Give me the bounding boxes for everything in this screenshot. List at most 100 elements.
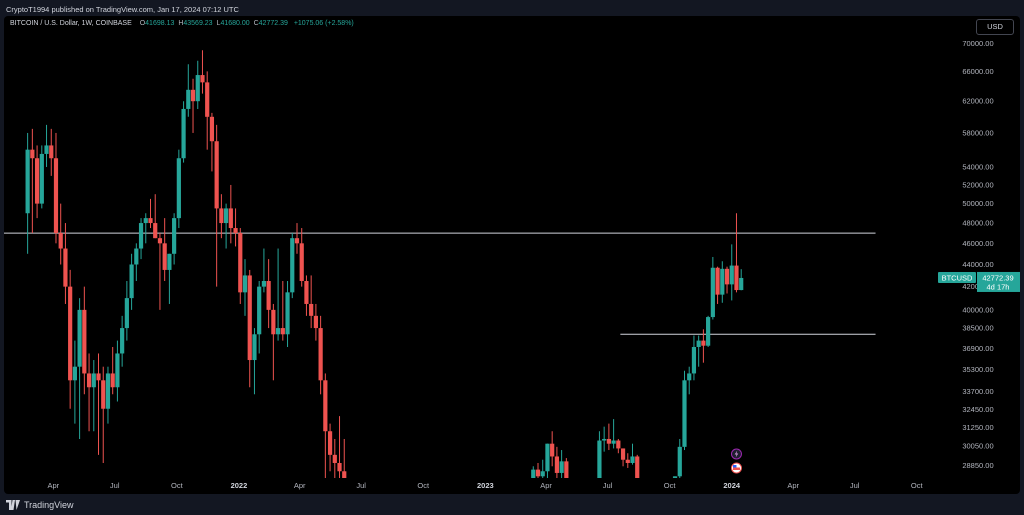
candle-body <box>110 373 115 388</box>
candle-body <box>25 149 30 214</box>
candle-body <box>616 440 621 449</box>
x-tick-label: Jul <box>110 481 120 490</box>
candle-body <box>739 277 744 291</box>
candle-body <box>219 208 224 224</box>
candle-body <box>176 158 181 219</box>
event-markers <box>730 448 742 474</box>
candle-body <box>280 328 285 335</box>
candle-body <box>138 223 144 249</box>
candle-body <box>205 82 210 117</box>
candle-body <box>72 366 77 381</box>
y-tick-label: 38500.00 <box>962 324 993 333</box>
candle-body <box>682 380 687 447</box>
change-value: +1075.06 (+2.58%) <box>293 20 354 27</box>
x-tick-label: Apr <box>787 481 799 490</box>
candle-body <box>337 462 342 472</box>
candle-body <box>261 281 267 287</box>
candle-body <box>540 471 545 477</box>
candle-body <box>181 108 186 159</box>
low-label: L <box>216 20 221 27</box>
candle-body <box>299 243 304 282</box>
candle-body <box>68 286 73 381</box>
y-tick-label: 50000.00 <box>962 199 993 208</box>
candle-body <box>96 373 101 381</box>
candle-body <box>44 145 49 154</box>
y-tick-label: 62000.00 <box>962 97 993 106</box>
y-tick-label: 52000.00 <box>962 180 993 189</box>
candle-body <box>724 268 730 285</box>
candle-body <box>672 476 678 478</box>
candle-body <box>172 218 177 254</box>
candle-body <box>720 268 725 295</box>
candle-body <box>691 346 697 374</box>
x-tick-label: Oct <box>417 481 430 490</box>
open-label: O <box>139 20 146 27</box>
x-tick-label: 2023 <box>477 481 494 490</box>
candle-body <box>323 380 328 432</box>
candle-body <box>294 238 300 244</box>
candle-body <box>162 243 167 270</box>
candle-body <box>564 461 569 478</box>
candle-body <box>606 438 611 444</box>
y-tick-label: 46000.00 <box>962 239 993 248</box>
candle-body <box>153 223 158 239</box>
candle-body <box>190 89 196 102</box>
candle-body <box>167 253 172 270</box>
candle-body <box>252 334 257 361</box>
chart-panel[interactable]: 70000.00 66000.00 62000.00 58000.00 54000.00… <box>4 16 1020 494</box>
candle-body <box>710 267 715 318</box>
attribution-text: CryptoT1994 published on TradingView.com… <box>6 5 239 14</box>
y-tick-label: 66000.00 <box>962 67 993 76</box>
symbol-tag-label: BTCUSD <box>942 273 973 282</box>
candle-body <box>53 158 59 234</box>
horizontal-levels <box>4 232 876 335</box>
candle-body <box>635 456 640 478</box>
y-tick-label: 54000.00 <box>962 162 993 171</box>
low-value: 41680.00 <box>220 20 250 27</box>
open-value: 41698.13 <box>145 20 175 27</box>
candle-body <box>266 281 271 310</box>
candle-body <box>318 328 323 381</box>
candle-body <box>77 309 82 367</box>
candle-body <box>531 469 536 478</box>
footer-brand[interactable]: TradingView <box>24 500 74 510</box>
x-tick-label: Jul <box>850 481 860 490</box>
y-tick-label: 48000.00 <box>962 219 993 228</box>
candle-body <box>209 116 215 142</box>
candle-body <box>105 373 111 409</box>
x-tick-label: Apr <box>540 481 552 490</box>
symbol-name: BITCOIN / U.S. Dollar, 1W, COINBASE <box>10 20 132 27</box>
candle-body <box>611 440 616 444</box>
candle-body <box>729 265 734 285</box>
candle-body <box>224 208 229 224</box>
currency-button[interactable]: USD <box>976 19 1014 35</box>
candle-body <box>30 149 35 159</box>
symbol-legend: BITCOIN / U.S. Dollar, 1W, COINBASE O416… <box>10 20 354 27</box>
candle-body <box>597 440 602 478</box>
y-tick-label: 28850.00 <box>962 461 993 470</box>
candle-body <box>247 275 252 361</box>
candle-body <box>148 218 153 224</box>
candle-body <box>275 328 281 335</box>
y-tick-label: 44000.00 <box>962 260 993 269</box>
candle-body <box>129 264 134 299</box>
price-axis: 70000.00 66000.00 62000.00 58000.00 54000.00… <box>962 39 993 470</box>
tradingview-logo-icon <box>6 500 20 510</box>
chart-canvas[interactable]: 70000.00 66000.00 62000.00 58000.00 54000.00… <box>4 16 1020 494</box>
y-tick-label: 40000.00 <box>962 305 993 314</box>
x-tick-label: 2022 <box>231 481 248 490</box>
y-tick-label: 58000.00 <box>962 128 993 137</box>
candle-body <box>157 238 163 244</box>
y-tick-label: 32450.00 <box>962 405 993 414</box>
x-tick-label: Jul <box>603 481 613 490</box>
x-tick-label: Apr <box>294 481 306 490</box>
candle-body <box>309 303 314 316</box>
candle-body <box>120 328 125 354</box>
candle-body <box>195 75 200 102</box>
candle-body <box>238 233 243 293</box>
candle-body <box>101 380 106 409</box>
candle-body <box>200 75 205 83</box>
y-tick-label: 70000.00 <box>962 39 993 48</box>
x-tick-label: Oct <box>911 481 924 490</box>
